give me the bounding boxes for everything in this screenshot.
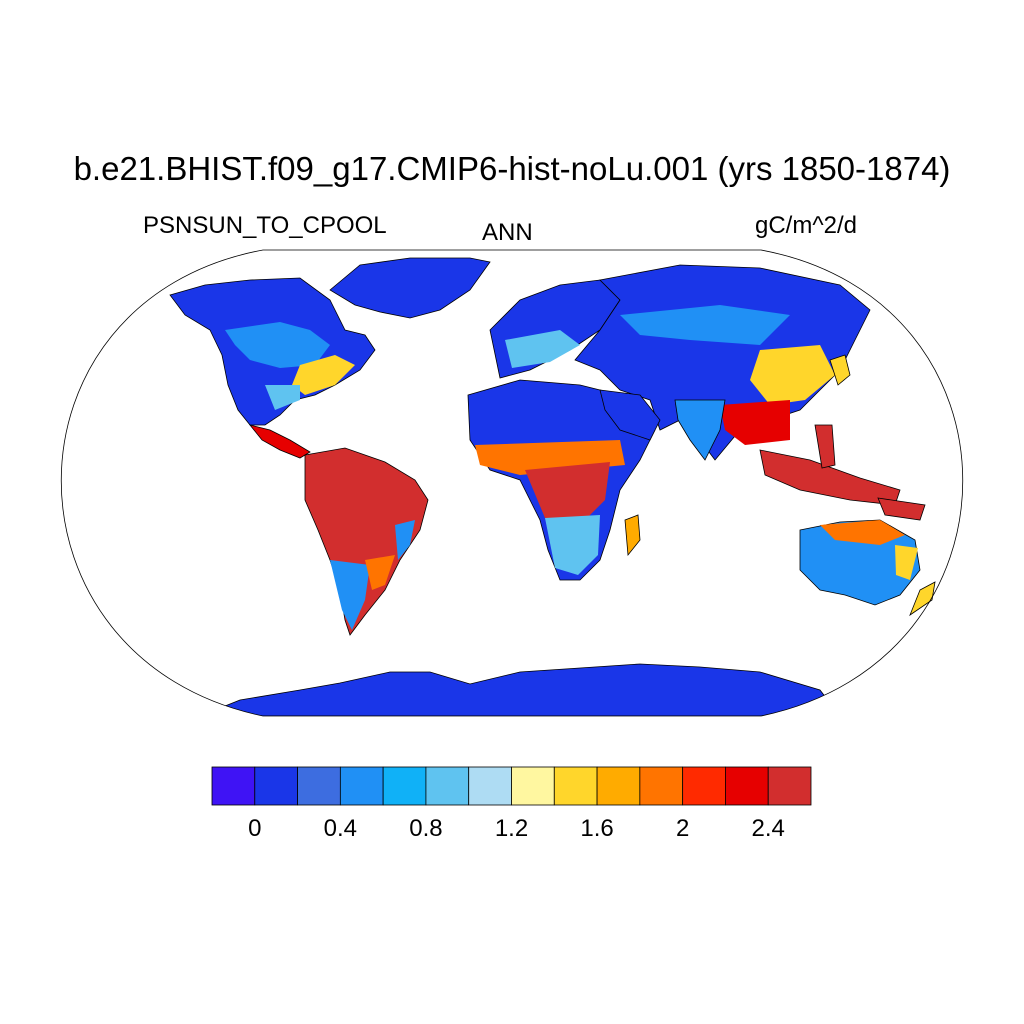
africa-south bbox=[545, 515, 600, 575]
asia-central bbox=[620, 305, 790, 345]
new-zealand bbox=[909, 581, 936, 617]
arabian-peninsula bbox=[599, 389, 661, 441]
period-label: ANN bbox=[482, 219, 533, 246]
colorbar-box bbox=[639, 766, 684, 806]
colorbar-box bbox=[211, 766, 256, 806]
globe-outline bbox=[61, 249, 963, 717]
north-america-southeast bbox=[265, 385, 300, 410]
south-america-south bbox=[330, 560, 370, 630]
india bbox=[674, 399, 726, 461]
colorbar-tick-label: 0 bbox=[248, 815, 262, 842]
colorbar-tick-label: 2.4 bbox=[751, 815, 785, 842]
colorbar-box bbox=[425, 766, 470, 806]
asia-southeast bbox=[720, 400, 790, 445]
colorbar-box bbox=[725, 766, 769, 806]
colorbar-tick-label: 2 bbox=[675, 815, 690, 842]
greenland bbox=[329, 257, 491, 319]
australia-north bbox=[820, 520, 905, 545]
colorbar-box bbox=[339, 766, 384, 806]
australia bbox=[799, 519, 921, 606]
madagascar bbox=[624, 514, 641, 557]
south-america-southeast bbox=[365, 555, 395, 590]
colorbar-box bbox=[297, 766, 341, 806]
south-america-east bbox=[395, 520, 415, 560]
north-america-east bbox=[292, 355, 355, 395]
variable-label: PSNSUN_TO_CPOOL bbox=[143, 212, 387, 239]
colorbar-box bbox=[511, 766, 555, 806]
colorbar-box bbox=[553, 766, 598, 806]
colorbar-box bbox=[254, 766, 298, 806]
antarctica bbox=[199, 663, 841, 716]
colorbar-box bbox=[468, 766, 512, 806]
new-guinea bbox=[877, 497, 926, 521]
europe-central bbox=[505, 330, 580, 368]
south-america bbox=[304, 447, 429, 636]
australia-east bbox=[895, 545, 918, 580]
colorbar-box bbox=[767, 766, 812, 806]
colorbar-box bbox=[682, 766, 726, 806]
africa-tropics bbox=[525, 462, 610, 520]
colorbar-tick-label: 1.2 bbox=[494, 815, 529, 842]
colorbar-box bbox=[382, 766, 427, 806]
figure-title: b.e21.BHIST.f09_g17.CMIP6-hist-noLu.001 … bbox=[73, 150, 951, 187]
japan bbox=[829, 354, 851, 386]
units-label: gC/m^2/d bbox=[755, 212, 857, 239]
colorbar bbox=[211, 766, 812, 806]
colorbar-tick-label: 1.6 bbox=[580, 815, 614, 842]
central-america bbox=[248, 424, 311, 459]
philippines bbox=[814, 424, 836, 469]
colorbar-tick-label: 0.4 bbox=[323, 815, 358, 842]
asia-east bbox=[750, 345, 835, 405]
north-america-interior bbox=[225, 322, 330, 368]
colorbar-box bbox=[596, 766, 641, 806]
colorbar-tick-label: 0.8 bbox=[409, 815, 443, 842]
